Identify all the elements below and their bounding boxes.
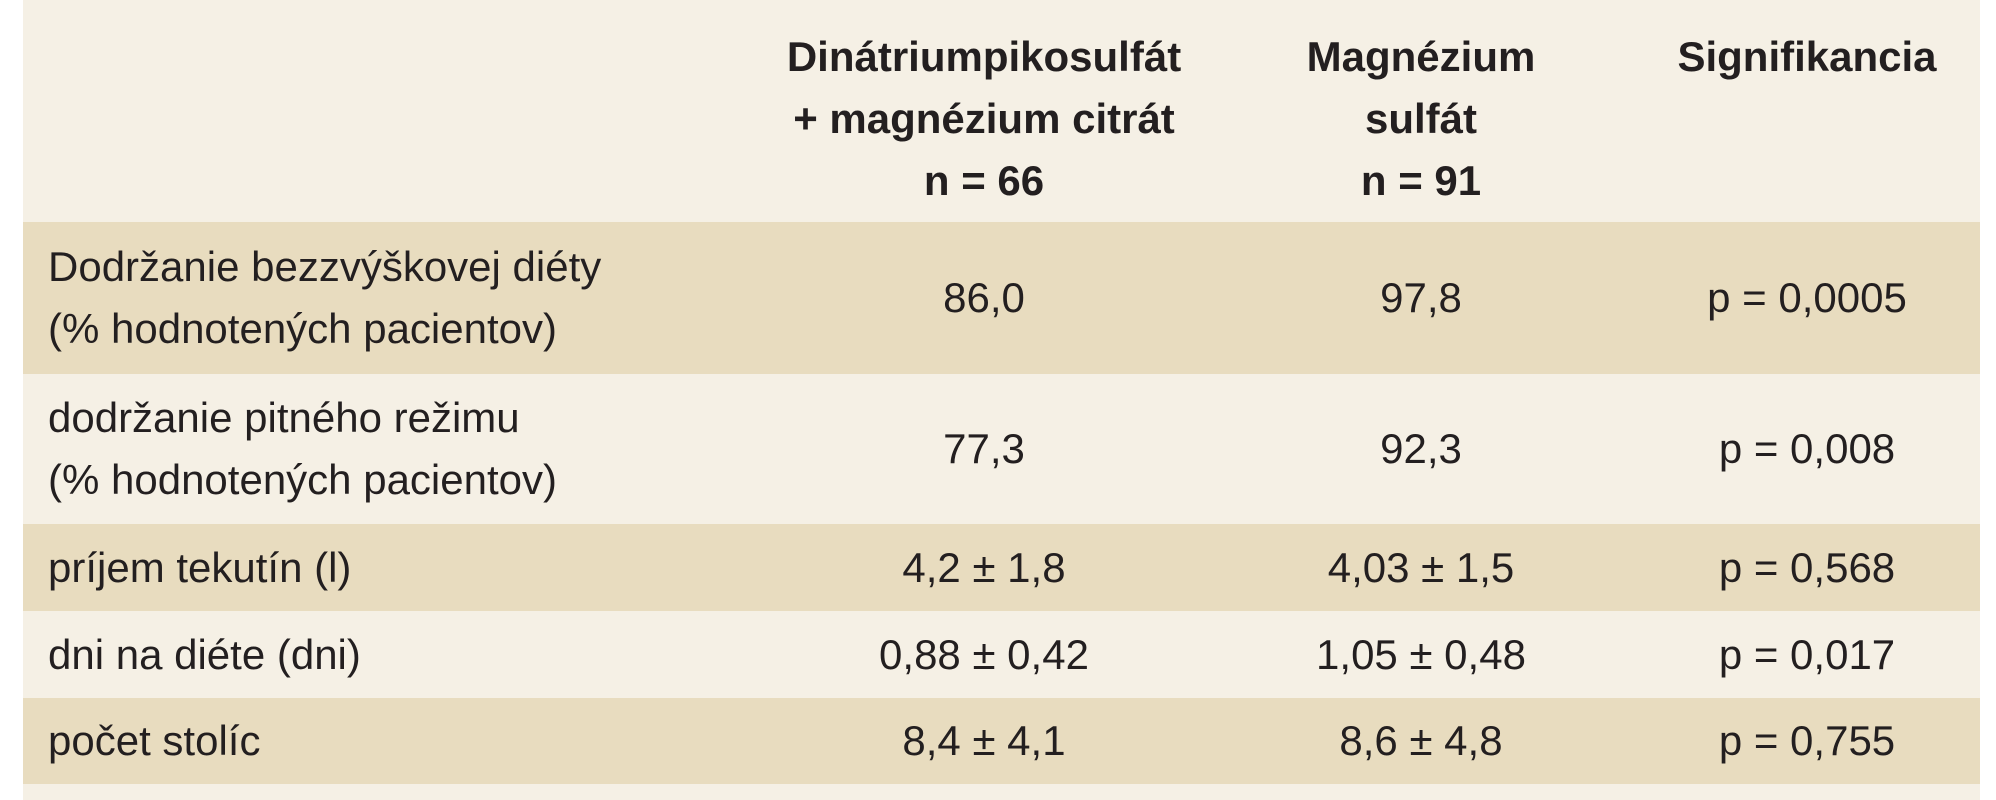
header-row: Dinátriumpikosulfát + magnézium citrát n =… bbox=[23, 0, 1980, 222]
cell-text: 77,3 bbox=[943, 425, 1025, 472]
cell-text: Signifikancia bbox=[1677, 33, 1937, 80]
table-cell: p = 0,568 bbox=[1634, 524, 1980, 611]
cell-text: n = 66 bbox=[923, 157, 1045, 204]
table-cell: 0,88 ± 0,42 bbox=[760, 611, 1208, 698]
cell-text: p = 0,008 bbox=[1718, 425, 1896, 472]
cell-text: n = 91 bbox=[1360, 157, 1482, 204]
table-row: dodržanie pitného režimu (% hodnotených p… bbox=[23, 374, 1980, 524]
cell-text: (% hodnotených pacientov) bbox=[48, 456, 557, 503]
cell-text: dni na diéte (dni) bbox=[48, 630, 361, 678]
cell-text: príjem tekutín (l) bbox=[48, 543, 352, 591]
table-cell: p = 0,017 bbox=[1634, 611, 1980, 698]
header-cell: Dinátriumpikosulfát + magnézium citrát n =… bbox=[760, 0, 1208, 222]
table-cell: 86,0 bbox=[760, 222, 1208, 374]
cell-text: sulfát bbox=[1364, 95, 1477, 142]
table-row: dni na diéte (dni) 0,88 ± 0,42 1,05 ± 0,48… bbox=[23, 611, 1980, 698]
table-cell: dodržanie pitného režimu (% hodnotených p… bbox=[48, 374, 768, 524]
cell-text: p = 0,568 bbox=[1718, 543, 1896, 591]
cell-text: 92,3 bbox=[1380, 425, 1462, 472]
table-row: počet stolíc 8,4 ± 4,1 8,6 ± 4,8 p = 0,755 bbox=[23, 698, 1980, 784]
table-cell: 97,8 bbox=[1208, 222, 1634, 374]
cell-text: 4,03 ± 1,5 bbox=[1327, 543, 1515, 591]
cell-text: 4,2 ± 1,8 bbox=[902, 543, 1066, 591]
cell-text: Dodržanie bezzvýškovej diéty bbox=[48, 243, 602, 290]
cell-text: Magnézium bbox=[1306, 33, 1536, 80]
table-row: Dodržanie bezzvýškovej diéty (% hodnotený… bbox=[23, 222, 1980, 374]
cell-text: p = 0,017 bbox=[1718, 630, 1896, 678]
table-cell: 77,3 bbox=[760, 374, 1208, 524]
cell-text: 86,0 bbox=[943, 274, 1025, 321]
cell-text: p = 0,755 bbox=[1718, 717, 1896, 764]
table-cell: p = 0,755 bbox=[1634, 698, 1980, 784]
cell-text: 0,88 ± 0,42 bbox=[879, 630, 1089, 678]
cell-text: 8,4 ± 4,1 bbox=[902, 717, 1066, 764]
cell-text: 97,8 bbox=[1380, 274, 1462, 321]
table-cell: 8,6 ± 4,8 bbox=[1208, 698, 1634, 784]
header-cell: Magnézium sulfát n = 91 bbox=[1208, 0, 1634, 222]
table-cell: príjem tekutín (l) bbox=[48, 524, 768, 611]
table-cell: 8,4 ± 4,1 bbox=[760, 698, 1208, 784]
cell-text: dodržanie pitného režimu bbox=[48, 394, 520, 441]
table-row: príjem tekutín (l) 4,2 ± 1,8 4,03 ± 1,5 p =… bbox=[23, 524, 1980, 611]
table-cell: 1,05 ± 0,48 bbox=[1208, 611, 1634, 698]
cell-text: (% hodnotených pacientov) bbox=[48, 305, 557, 352]
cell-text: Dinátriumpikosulfát bbox=[786, 33, 1182, 80]
table-cell: 4,2 ± 1,8 bbox=[760, 524, 1208, 611]
table-cell: p = 0,0005 bbox=[1634, 222, 1980, 374]
cell-text: počet stolíc bbox=[48, 717, 261, 764]
table-cell: dni na diéte (dni) bbox=[48, 611, 768, 698]
cell-text: 1,05 ± 0,48 bbox=[1316, 630, 1526, 678]
table: Dinátriumpikosulfát + magnézium citrát n =… bbox=[23, 0, 1980, 800]
cell-text: + magnézium citrát bbox=[793, 95, 1175, 142]
table-cell: Dodržanie bezzvýškovej diéty (% hodnotený… bbox=[48, 222, 768, 374]
header-cell: Signifikancia bbox=[1634, 0, 1980, 222]
table-cell: p = 0,008 bbox=[1634, 374, 1980, 524]
table-cell: počet stolíc bbox=[48, 698, 768, 784]
table-cell: 4,03 ± 1,5 bbox=[1208, 524, 1634, 611]
table-cell: 92,3 bbox=[1208, 374, 1634, 524]
cell-text: p = 0,0005 bbox=[1707, 274, 1907, 321]
cell-text: 8,6 ± 4,8 bbox=[1339, 717, 1503, 764]
